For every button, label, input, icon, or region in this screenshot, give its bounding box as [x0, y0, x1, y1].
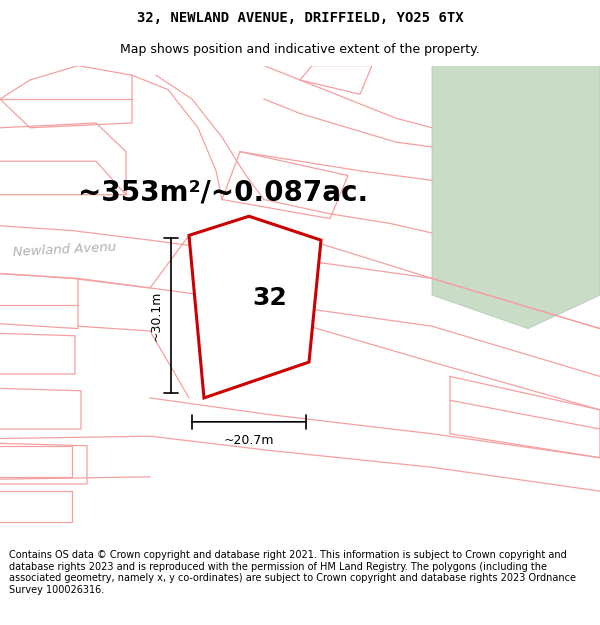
Polygon shape	[432, 66, 600, 329]
Text: Newland Avenu: Newland Avenu	[12, 241, 116, 259]
Text: Map shows position and indicative extent of the property.: Map shows position and indicative extent…	[120, 42, 480, 56]
Text: Contains OS data © Crown copyright and database right 2021. This information is : Contains OS data © Crown copyright and d…	[9, 550, 576, 595]
Text: ~30.1m: ~30.1m	[149, 290, 163, 341]
Polygon shape	[189, 216, 321, 398]
Text: 32, NEWLAND AVENUE, DRIFFIELD, YO25 6TX: 32, NEWLAND AVENUE, DRIFFIELD, YO25 6TX	[137, 11, 463, 26]
Text: ~353m²/~0.087ac.: ~353m²/~0.087ac.	[78, 178, 368, 206]
Text: 32: 32	[253, 286, 287, 309]
Text: ~20.7m: ~20.7m	[224, 434, 274, 447]
